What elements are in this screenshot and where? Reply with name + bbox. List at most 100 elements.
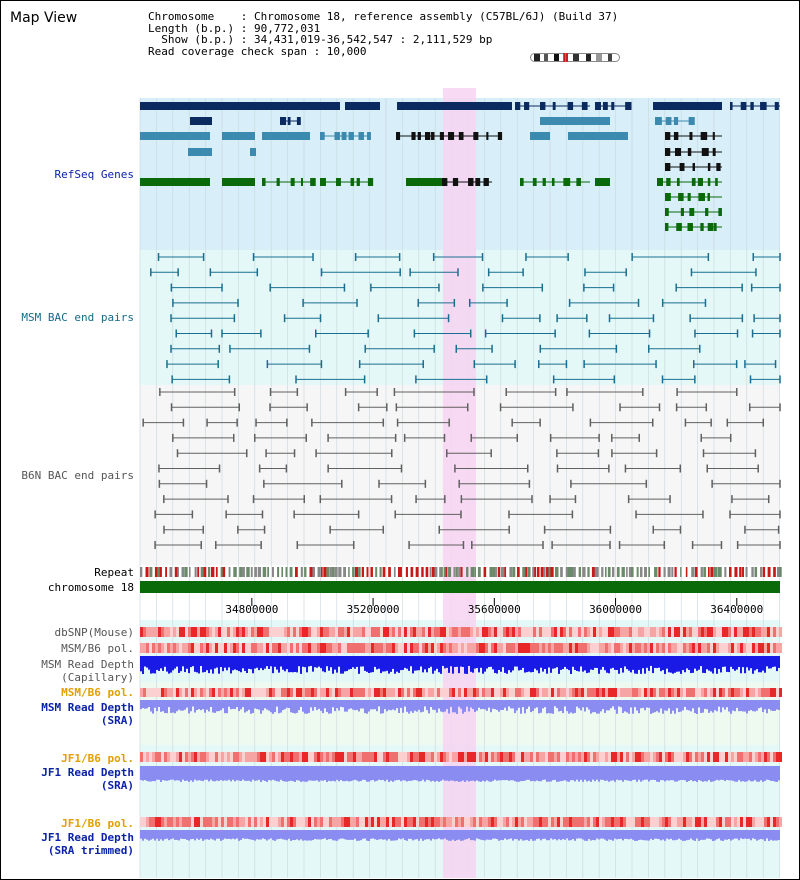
read-depth-bar <box>514 700 516 714</box>
read-depth-bar <box>208 830 210 840</box>
polymorphism-cell <box>158 817 161 827</box>
repeat-mark <box>271 567 274 577</box>
read-depth-bar <box>672 766 674 781</box>
polymorphism-cell <box>644 627 647 637</box>
polymorphism-cell <box>179 688 182 697</box>
read-depth-bar <box>174 830 176 840</box>
read-depth-bar <box>244 766 246 781</box>
axis-tick-label: 35200000 <box>347 603 400 616</box>
jf1-b6-pol-label-2[interactable]: JF1/B6 pol. <box>61 817 134 830</box>
dbsnp-label[interactable]: dbSNP(Mouse) <box>54 626 134 639</box>
read-depth-bar <box>146 830 148 840</box>
read-depth-bar <box>274 830 276 841</box>
gene-exon <box>320 178 326 186</box>
msm-b6-pol-label-2[interactable]: MSM/B6 pol. <box>61 686 134 699</box>
read-depth-bar <box>234 700 236 710</box>
read-depth-bar <box>472 656 474 673</box>
read-depth-bar <box>670 656 672 673</box>
read-depth-bar <box>682 830 684 841</box>
polymorphism-cell <box>680 688 683 697</box>
polymorphism-cell <box>356 627 359 637</box>
polymorphism-cell <box>635 627 638 637</box>
read-depth-bar <box>330 830 332 839</box>
polymorphism-cell <box>449 752 452 762</box>
read-depth-bar <box>372 656 374 673</box>
gene-exon <box>701 148 709 156</box>
read-depth-bar <box>530 700 532 713</box>
read-depth-bar <box>758 656 760 673</box>
polymorphism-cell <box>557 643 560 653</box>
read-depth-bar <box>442 830 444 840</box>
read-depth-bar <box>444 766 446 781</box>
read-depth-bar <box>152 830 154 839</box>
polymorphism-cell <box>263 752 266 762</box>
read-depth-bar <box>462 766 464 781</box>
read-depth-bar <box>680 830 682 840</box>
polymorphism-cell <box>494 627 497 637</box>
refseq-genes-label[interactable]: RefSeq Genes <box>54 168 134 181</box>
read-depth-bar <box>204 656 206 673</box>
polymorphism-cell <box>140 752 143 762</box>
polymorphism-cell <box>686 688 689 697</box>
chromosome-label[interactable]: chromosome 18 <box>47 581 134 594</box>
jf1-depth-trim-label[interactable]: JF1 Read Depth <box>41 831 134 844</box>
read-depth-bar <box>736 766 738 782</box>
polymorphism-cell <box>215 752 218 762</box>
polymorphism-cell <box>719 643 722 653</box>
read-depth-bar <box>694 700 696 714</box>
read-depth-bar <box>260 700 262 714</box>
msm-depth-capillary-label[interactable]: MSM Read Depth <box>41 658 134 671</box>
read-depth-bar <box>774 830 776 841</box>
polymorphism-cell <box>464 627 467 637</box>
polymorphism-cell <box>455 817 458 827</box>
polymorphism-cell <box>572 752 575 762</box>
polymorphism-cell <box>296 688 299 697</box>
jf1-depth-sra-label[interactable]: JF1 Read Depth <box>41 766 134 779</box>
polymorphism-cell <box>506 643 509 653</box>
b6n-bac-label[interactable]: B6N BAC end pairs <box>21 469 134 482</box>
read-depth-bar <box>342 830 344 839</box>
read-depth-bar <box>378 656 380 669</box>
read-depth-bar <box>458 700 460 707</box>
read-depth-bar <box>294 700 296 714</box>
polymorphism-cell <box>476 752 479 762</box>
read-depth-bar <box>360 766 362 781</box>
polymorphism-cell <box>176 643 179 653</box>
polymorphism-cell <box>731 817 734 827</box>
polymorphism-cell <box>305 627 308 637</box>
polymorphism-cell <box>482 817 485 827</box>
gene-exon <box>397 102 512 110</box>
read-depth-bar <box>688 766 690 782</box>
polymorphism-cell <box>308 643 311 653</box>
repeat-mark <box>329 567 333 577</box>
read-depth-bar <box>432 830 434 839</box>
read-depth-bar <box>304 830 306 841</box>
msm-bac-label[interactable]: MSM BAC end pairs <box>21 311 134 324</box>
repeat-mark <box>685 567 688 577</box>
polymorphism-cell <box>749 817 752 827</box>
jf1-b6-pol-label-1[interactable]: JF1/B6 pol. <box>61 752 134 765</box>
repeat-mark <box>648 567 651 577</box>
read-depth-bar <box>604 830 606 840</box>
repeat-mark <box>713 567 718 577</box>
read-depth-bar <box>346 656 348 672</box>
repeat-label[interactable]: Repeat <box>94 566 134 579</box>
polymorphism-cell <box>566 752 569 762</box>
chromosome-ideogram[interactable] <box>530 53 620 62</box>
read-depth-bar <box>758 766 760 782</box>
repeat-mark <box>169 567 173 577</box>
read-depth-bar <box>520 700 522 714</box>
polymorphism-cell <box>701 752 704 762</box>
polymorphism-cell <box>563 688 566 697</box>
polymorphism-cell <box>278 643 281 653</box>
read-depth-bar <box>404 766 406 781</box>
read-depth-bar <box>562 766 564 781</box>
read-depth-bar <box>618 830 620 840</box>
msm-depth-sra-label[interactable]: MSM Read Depth <box>41 701 134 714</box>
polymorphism-cell <box>473 817 476 827</box>
read-depth-bar <box>718 700 720 707</box>
polymorphism-cell <box>683 688 686 697</box>
read-depth-bar <box>596 830 598 839</box>
chromosome-info: Chromosome : Chromosome 18, reference as… <box>148 11 618 57</box>
msm-b6-pol-label-1[interactable]: MSM/B6 pol. <box>61 642 134 655</box>
